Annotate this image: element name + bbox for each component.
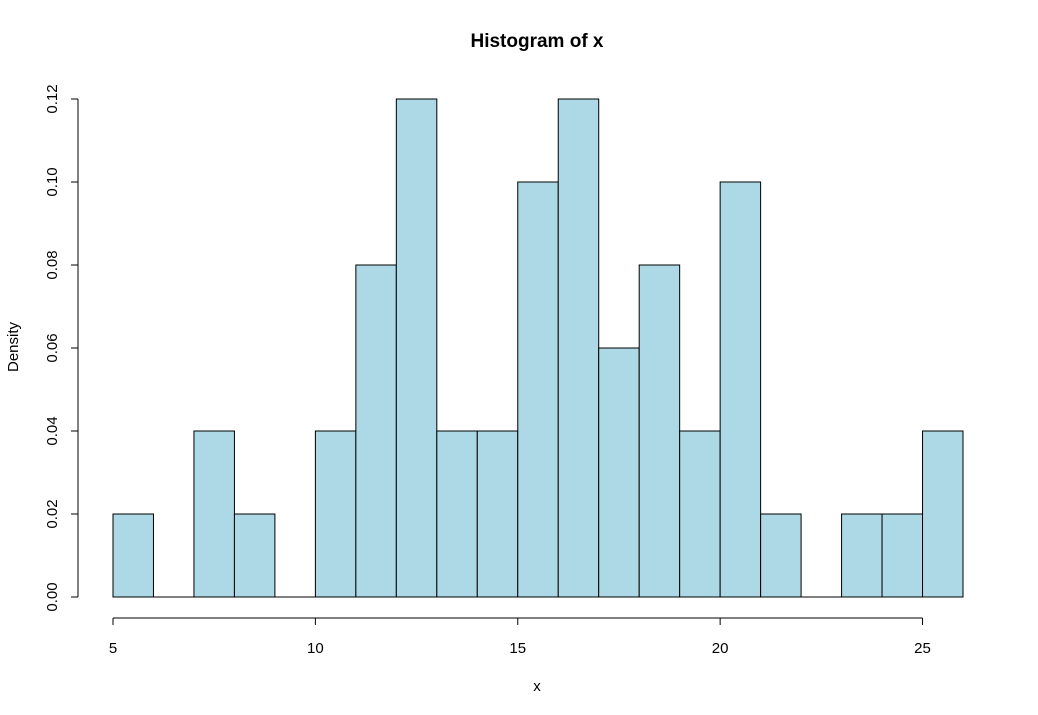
x-tick-label: 20 bbox=[712, 640, 729, 657]
chart-title: Histogram of x bbox=[470, 31, 603, 52]
histogram-bar bbox=[557, 98, 600, 598]
y-tick-label: 0.04 bbox=[44, 416, 61, 445]
x-tick-label: 10 bbox=[307, 640, 324, 657]
y-tick-label: 0.10 bbox=[44, 167, 61, 196]
y-tick-label: 0.12 bbox=[44, 84, 61, 113]
histogram-bar bbox=[436, 430, 478, 598]
y-tick-label: 0.02 bbox=[44, 499, 61, 528]
histogram-bar bbox=[638, 264, 681, 598]
histogram-bar bbox=[193, 430, 235, 598]
histogram-bar bbox=[112, 513, 154, 598]
histogram-bar bbox=[841, 513, 883, 598]
x-axis: 5 10 15 20 25 bbox=[109, 617, 931, 657]
x-axis-label: x bbox=[533, 678, 541, 695]
histogram-bar bbox=[517, 181, 559, 598]
histogram-bar bbox=[922, 430, 964, 598]
y-axis-label: Density bbox=[5, 321, 22, 372]
histogram-bar bbox=[476, 430, 519, 598]
histogram-bar bbox=[679, 430, 721, 598]
histogram-bar bbox=[760, 513, 802, 598]
histogram-bar bbox=[355, 264, 397, 598]
x-tick-label: 5 bbox=[109, 640, 117, 657]
y-tick-label: 0.00 bbox=[44, 582, 61, 611]
histogram-bars bbox=[112, 98, 964, 598]
histogram-bar bbox=[598, 347, 640, 598]
histogram-bar bbox=[881, 513, 924, 598]
histogram-bar bbox=[233, 513, 276, 598]
histogram-bar bbox=[314, 430, 357, 598]
y-tick-label: 0.06 bbox=[44, 333, 61, 362]
y-tick-label: 0.08 bbox=[44, 250, 61, 279]
histogram-bar bbox=[395, 98, 438, 598]
histogram-bar bbox=[719, 181, 762, 598]
y-axis: 0.00 0.02 0.04 0.06 0.08 0.10 0.12 bbox=[44, 84, 79, 612]
x-tick-label: 15 bbox=[509, 640, 526, 657]
x-tick-label: 25 bbox=[914, 640, 931, 657]
